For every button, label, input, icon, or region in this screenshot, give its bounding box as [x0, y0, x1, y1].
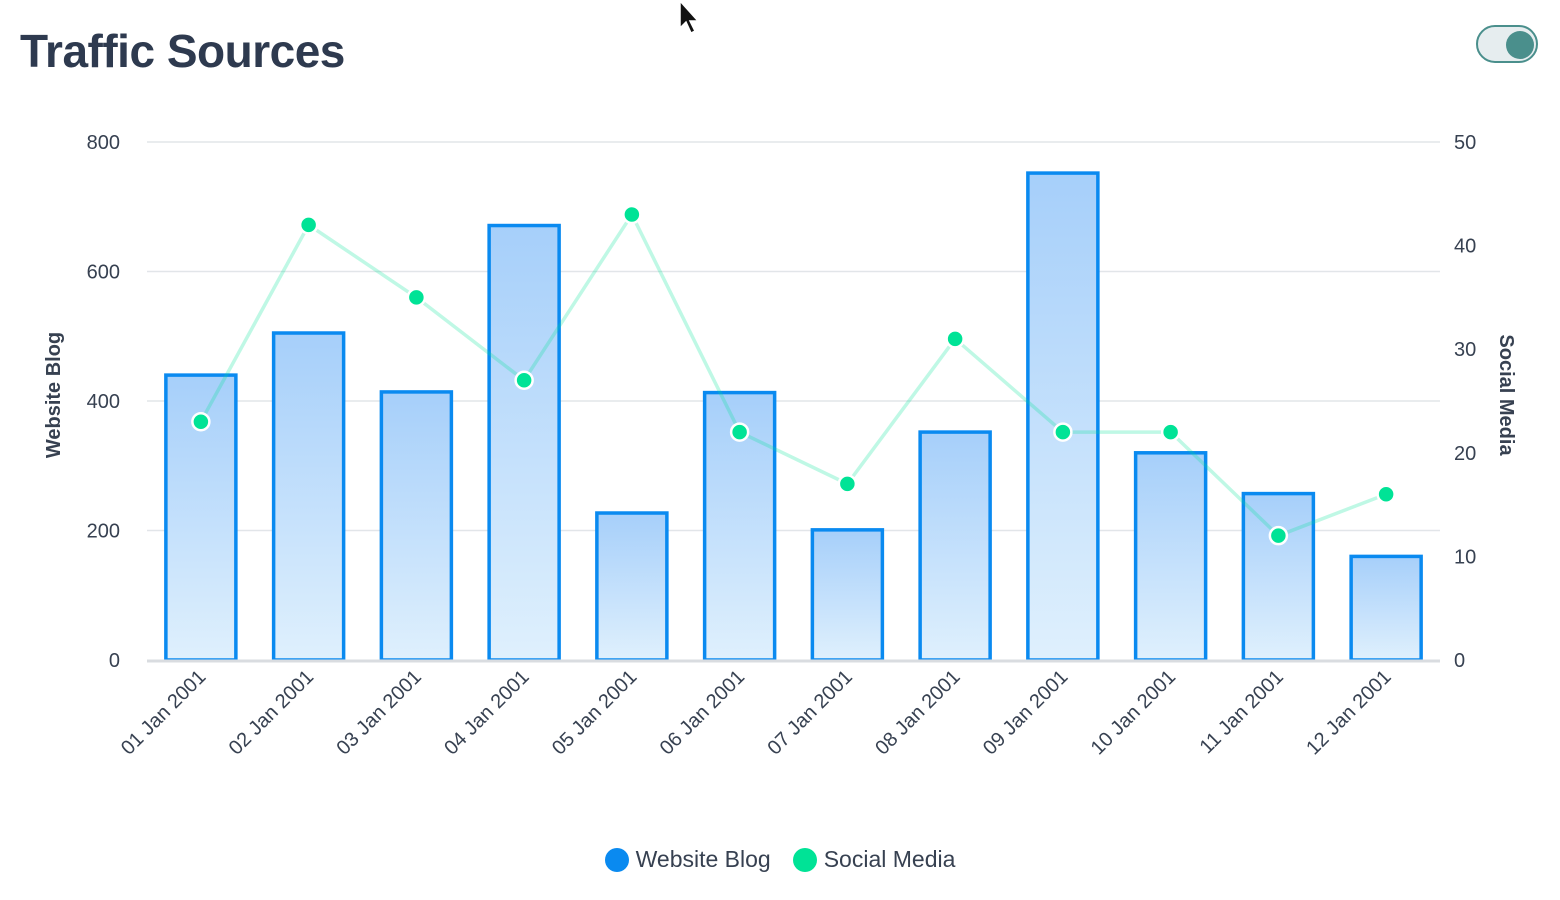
x-tick-label: 11 Jan 2001: [1196, 666, 1288, 758]
social-media-line: [191, 204, 1396, 546]
data-point: [1160, 422, 1181, 442]
x-tick-label: 08 Jan 2001: [871, 666, 964, 759]
x-tick-label: 02 Jan 2001: [225, 666, 318, 759]
mouse-cursor-icon: [679, 0, 700, 35]
legend-label-website-blog: Website Blog: [635, 846, 771, 872]
bar: [1241, 491, 1316, 662]
left-tick-label: 400: [87, 391, 120, 413]
right-tick-label: 40: [1454, 236, 1476, 258]
data-point: [837, 474, 858, 494]
left-tick-label: 200: [87, 521, 120, 543]
right-tick-label: 50: [1454, 132, 1476, 154]
page-title: Traffic Sources: [20, 25, 345, 77]
data-point: [945, 329, 965, 349]
legend-item-social-media[interactable]: Social Media: [792, 846, 956, 873]
series-line: [199, 212, 1387, 538]
legend-marker-website-blog: [604, 847, 629, 872]
left-y-axis: 0 200 400 600 800: [87, 132, 120, 672]
x-tick-label: 04 Jan 2001: [440, 666, 533, 759]
bar: [810, 528, 885, 662]
data-point: [406, 287, 427, 308]
right-axis-title: Social Media: [1495, 334, 1517, 456]
bar: [487, 223, 561, 662]
bar: [1026, 171, 1100, 662]
bar: [271, 331, 346, 662]
gridlines: [147, 141, 1440, 532]
chart-legend: Website Blog Social Media: [0, 846, 1560, 873]
bar: [1349, 554, 1423, 662]
x-tick-label: 03 Jan 2001: [332, 666, 425, 759]
x-axis: 01 Jan 2001 02 Jan 2001 03 Jan 2001 04 Jan …: [117, 659, 1440, 759]
website-blog-bars: [164, 171, 1423, 662]
x-tick-label: 12 Jan 2001: [1302, 666, 1395, 759]
data-point: [1053, 422, 1073, 442]
data-point: [191, 411, 211, 432]
bar: [379, 390, 454, 662]
data-point: [1268, 525, 1289, 546]
data-point: [622, 204, 642, 225]
left-tick-label: 0: [109, 650, 120, 672]
x-tick-label: 09 Jan 2001: [979, 666, 1072, 759]
left-axis-title: Website Blog: [43, 332, 65, 458]
legend-label-social-media: Social Media: [823, 846, 956, 872]
bar: [1133, 451, 1208, 662]
bar: [595, 511, 669, 662]
legend-item-website-blog[interactable]: Website Blog: [604, 846, 771, 873]
x-tick-label: 05 Jan 2001: [548, 666, 641, 759]
data-point: [298, 215, 319, 235]
x-tick-label: 06 Jan 2001: [656, 666, 749, 759]
x-tick-label: 10 Jan 2001: [1087, 666, 1180, 759]
right-tick-label: 20: [1454, 443, 1476, 465]
traffic-sources-chart: 0 200 400 600 800 0 10 20 30 40 50 01 Jan 2001 02 …: [43, 132, 1517, 759]
left-tick-label: 600: [87, 262, 120, 284]
data-point: [1376, 484, 1396, 504]
data-point: [514, 370, 534, 391]
theme-toggle[interactable]: [1476, 25, 1538, 63]
right-y-axis: 0 10 20 30 40 50: [1454, 132, 1476, 672]
right-tick-label: 30: [1454, 339, 1476, 361]
x-tick-label: 01 Jan 2001: [117, 666, 210, 759]
left-tick-label: 800: [87, 132, 120, 154]
bar: [918, 430, 992, 662]
right-tick-label: 0: [1454, 650, 1465, 672]
data-point: [729, 422, 750, 442]
legend-marker-social-media: [792, 847, 817, 872]
x-tick-label: 07 Jan 2001: [763, 666, 856, 759]
toggle-knob: [1506, 31, 1534, 59]
right-tick-label: 10: [1454, 546, 1476, 568]
